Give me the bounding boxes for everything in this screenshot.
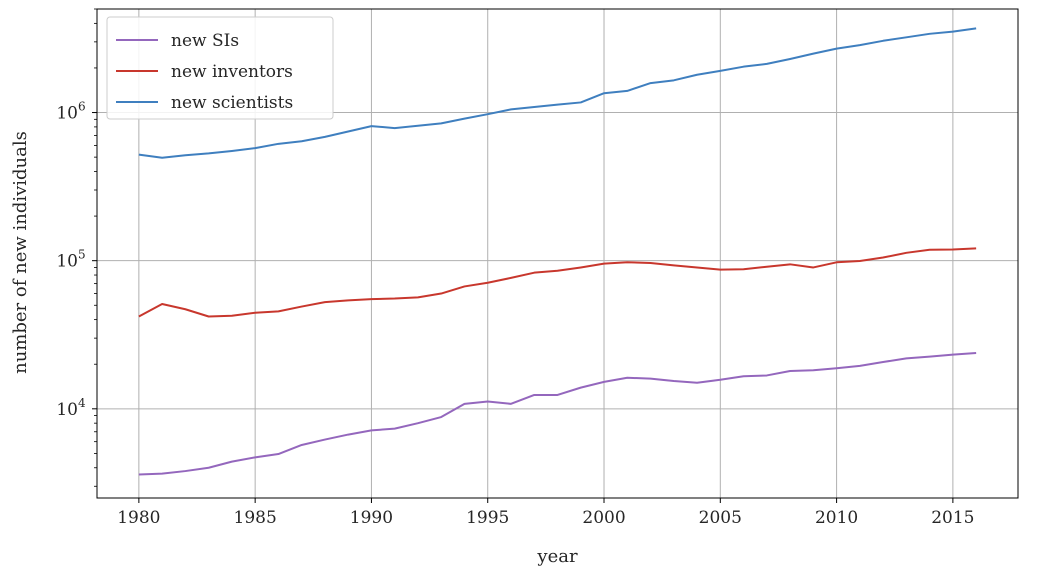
- series-line-0: [138, 352, 977, 476]
- x-tick-label: 2005: [699, 508, 742, 528]
- y-tick-label: 104: [56, 396, 86, 420]
- x-tick-label: 2015: [931, 508, 974, 528]
- series-lines: [138, 27, 977, 476]
- legend-label: new SIs: [171, 31, 239, 51]
- legend: new SIs new inventors new scientists: [106, 16, 334, 120]
- x-tick-label: 2010: [815, 508, 858, 528]
- plot-area-frame: [96, 8, 1019, 499]
- x-tick-label: 2000: [582, 508, 625, 528]
- series-line-1: [138, 247, 977, 318]
- x-tick-label: 1980: [117, 508, 160, 528]
- x-axis-label: year: [536, 546, 578, 567]
- axis-ticks: 1980 1985 1990 1995 2000 2005 2010 2015 104 105 10…: [56, 8, 975, 528]
- legend-box: [106, 16, 334, 120]
- y-tick-label: 105: [56, 248, 85, 272]
- y-tick-label: 106: [56, 100, 85, 124]
- legend-label: new scientists: [171, 93, 293, 113]
- x-tick-label: 1985: [234, 508, 277, 528]
- y-axis-label: number of new individuals: [10, 131, 31, 374]
- x-tick-label: 1990: [350, 508, 393, 528]
- series-line-2: [138, 27, 977, 159]
- legend-label: new inventors: [171, 62, 293, 82]
- x-tick-label: 1995: [466, 508, 509, 528]
